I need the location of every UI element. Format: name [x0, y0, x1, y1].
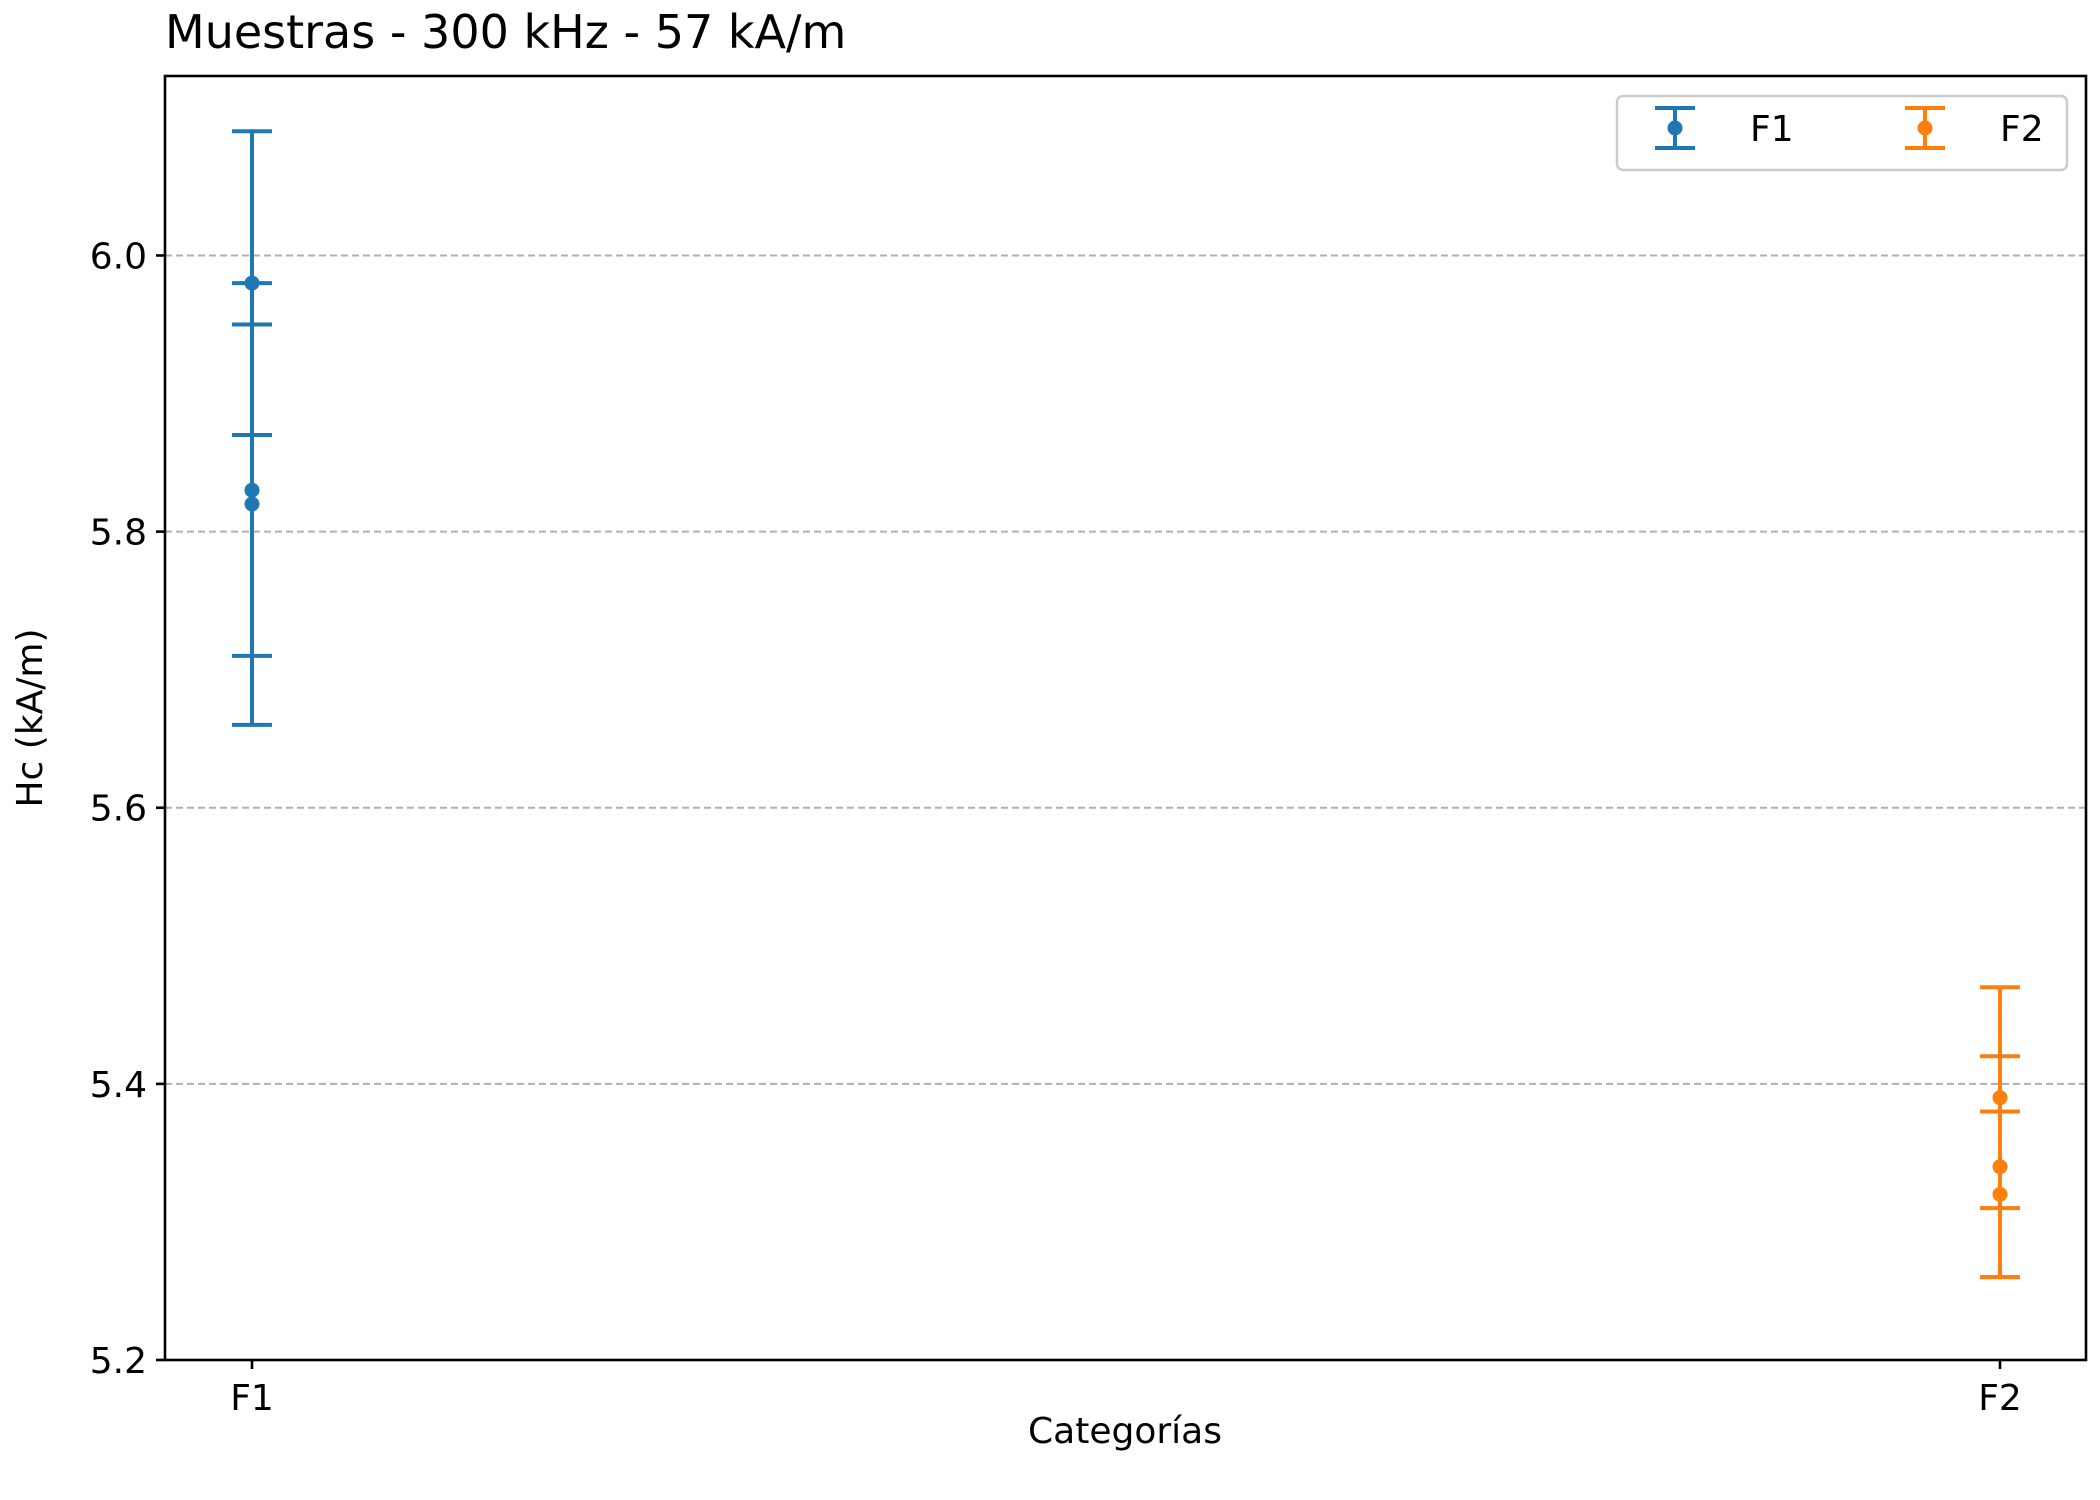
series-f1 [232, 129, 272, 727]
series-f2 [1980, 985, 2020, 1280]
y-tick-label: 5.4 [90, 1065, 147, 1106]
plot-data [232, 129, 2020, 1280]
x-tick-label: F2 [1978, 1378, 2022, 1419]
y-tick-label: 5.2 [90, 1341, 147, 1382]
legend-box [1615, 94, 2069, 172]
y-tick-label: 5.6 [90, 789, 147, 830]
data-point [1992, 1186, 2008, 1202]
x-tick-label: F1 [230, 1378, 274, 1419]
legend-label: F2 [2000, 109, 2044, 150]
chart-title: Muestras - 300 kHz - 57 kA/m [165, 5, 846, 59]
y-axis-label: Hc (kA/m) [10, 628, 51, 807]
legend-marker [1917, 120, 1933, 136]
plot-frame [163, 74, 2088, 1362]
y-axis: 5.2 5.4 5.6 5.8 6.0 [90, 236, 165, 1382]
x-axis: F1 F2 [230, 1360, 2022, 1419]
x-axis-label: Categorías [1028, 1411, 1222, 1452]
legend-label: F1 [1750, 109, 1794, 150]
y-tick-label: 5.8 [90, 513, 147, 554]
legend: F1 F2 [1615, 94, 2069, 172]
legend-marker [1667, 120, 1683, 136]
grid-lines [165, 254, 2086, 1361]
y-tick-label: 6.0 [90, 236, 147, 277]
data-point [244, 496, 260, 512]
